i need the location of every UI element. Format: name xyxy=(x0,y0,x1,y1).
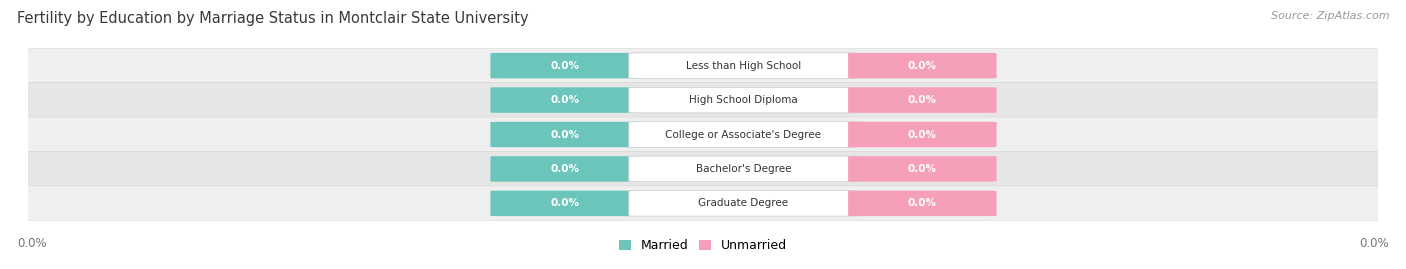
Text: 0.0%: 0.0% xyxy=(17,237,46,250)
Text: 0.0%: 0.0% xyxy=(550,129,579,140)
Text: 0.0%: 0.0% xyxy=(908,164,936,174)
FancyBboxPatch shape xyxy=(848,122,997,147)
Text: Less than High School: Less than High School xyxy=(686,61,801,71)
FancyBboxPatch shape xyxy=(628,191,858,216)
Text: 0.0%: 0.0% xyxy=(1360,237,1389,250)
Text: 0.0%: 0.0% xyxy=(908,198,936,208)
Text: College or Associate's Degree: College or Associate's Degree xyxy=(665,129,821,140)
Text: High School Diploma: High School Diploma xyxy=(689,95,797,105)
FancyBboxPatch shape xyxy=(848,53,997,78)
Text: 0.0%: 0.0% xyxy=(908,95,936,105)
FancyBboxPatch shape xyxy=(21,117,1385,152)
FancyBboxPatch shape xyxy=(21,151,1385,186)
FancyBboxPatch shape xyxy=(628,87,858,113)
FancyBboxPatch shape xyxy=(491,156,638,182)
Text: Graduate Degree: Graduate Degree xyxy=(699,198,789,208)
FancyBboxPatch shape xyxy=(21,48,1385,83)
Text: 0.0%: 0.0% xyxy=(550,164,579,174)
FancyBboxPatch shape xyxy=(491,191,638,216)
Text: 0.0%: 0.0% xyxy=(550,198,579,208)
FancyBboxPatch shape xyxy=(848,191,997,216)
FancyBboxPatch shape xyxy=(491,87,638,113)
FancyBboxPatch shape xyxy=(628,122,858,147)
FancyBboxPatch shape xyxy=(628,156,858,182)
FancyBboxPatch shape xyxy=(21,83,1385,118)
Text: Source: ZipAtlas.com: Source: ZipAtlas.com xyxy=(1271,11,1389,21)
Text: Fertility by Education by Marriage Status in Montclair State University: Fertility by Education by Marriage Statu… xyxy=(17,11,529,26)
FancyBboxPatch shape xyxy=(628,53,858,78)
Text: 0.0%: 0.0% xyxy=(550,61,579,71)
Text: Bachelor's Degree: Bachelor's Degree xyxy=(696,164,792,174)
Legend: Married, Unmarried: Married, Unmarried xyxy=(619,239,787,252)
Text: 0.0%: 0.0% xyxy=(908,61,936,71)
FancyBboxPatch shape xyxy=(848,87,997,113)
Text: 0.0%: 0.0% xyxy=(550,95,579,105)
FancyBboxPatch shape xyxy=(848,156,997,182)
FancyBboxPatch shape xyxy=(491,122,638,147)
Text: 0.0%: 0.0% xyxy=(908,129,936,140)
FancyBboxPatch shape xyxy=(21,186,1385,221)
FancyBboxPatch shape xyxy=(491,53,638,78)
